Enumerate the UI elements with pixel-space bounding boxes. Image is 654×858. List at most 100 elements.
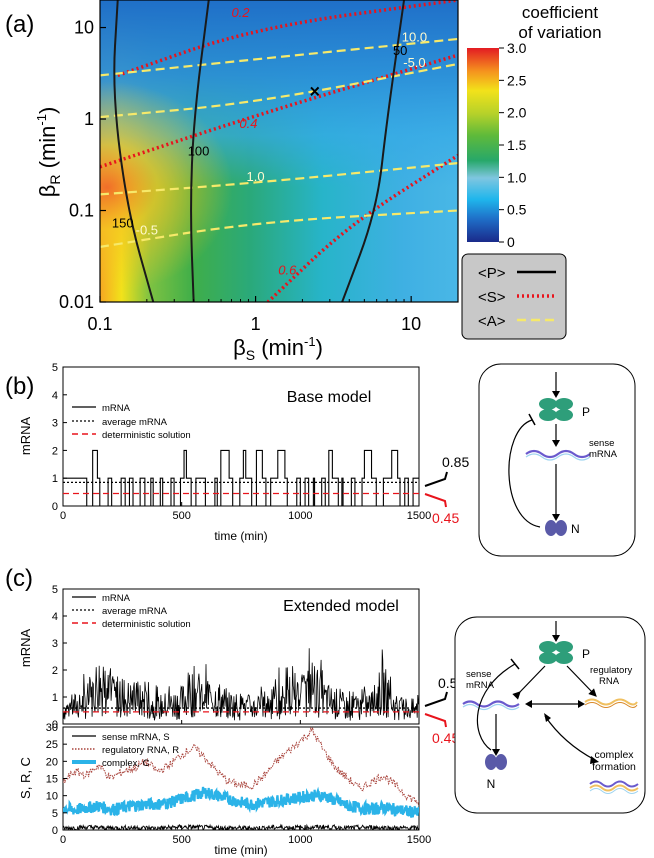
contour-label-a-0: 10.0 <box>402 30 427 45</box>
cb-ytick-label-6: 30 <box>46 722 58 734</box>
plot-b-xlabel: time (min) <box>214 529 267 543</box>
mrna-wave-icon <box>525 449 591 459</box>
cb-tick-label-2: 1.0 <box>507 169 527 185</box>
diagram-c-cf1: complex <box>594 749 634 761</box>
legend-label-a: <A> <box>478 313 506 330</box>
plot-c-bottom-series <box>63 727 419 830</box>
plot-c-title: Extended model <box>283 598 399 615</box>
b-xtick-label-0: 0 <box>60 510 66 522</box>
diagram-c-cf2: formation <box>592 761 636 773</box>
diagram-b-n: N <box>571 522 580 536</box>
contour-p-1 <box>190 0 210 302</box>
diagram-b-p: P <box>582 405 590 419</box>
protein-n-icon <box>545 520 557 536</box>
contour-label-a-3: -0.5 <box>136 222 158 237</box>
plot-b-legend-avg: average mRNA <box>102 417 168 428</box>
colorbar-title-line1: coefficient <box>522 3 599 22</box>
callout-c-avg <box>424 691 448 707</box>
b-ytick-label-5: 5 <box>52 362 58 374</box>
cb-ytick-label-1: 5 <box>52 808 58 820</box>
plot-c-legend-s: sense mRNA, S <box>102 732 170 743</box>
plot-c-top-ylabel: mRNA <box>18 629 33 668</box>
panel-b-label: (b) <box>5 373 34 400</box>
diagram-c-reg1: regulatory <box>590 665 632 676</box>
contour-label-p-2: 50 <box>393 43 407 58</box>
plot-b-legend-mrna: mRNA <box>102 403 131 414</box>
colorbar-title-line2: of variation <box>518 23 601 42</box>
plot-b-legend: mRNA average mRNA deterministic solution <box>72 403 191 441</box>
ct-ytick-label-2: 2 <box>52 665 58 677</box>
plot-b-legend-det: deterministic solution <box>102 430 191 441</box>
b-ytick-label-3: 3 <box>52 418 58 430</box>
cb-series-regulatory <box>63 727 419 805</box>
panel-a-label: (a) <box>5 11 34 38</box>
cb-tick-label-3: 1.5 <box>507 137 527 153</box>
cb-xtick-label-0: 0 <box>60 834 66 846</box>
ct-ytick-label-5: 5 <box>52 584 58 596</box>
ct-ytick-label-0: 0 <box>52 719 58 731</box>
plot-c-bottom-ylabel: S, R, C <box>18 757 33 799</box>
plot-b-axes: 0 500 1000 1500 0 1 2 3 4 5 <box>52 362 431 522</box>
panel-a-ylabel: βR (min-1) <box>34 107 63 198</box>
cb-tick-label-0: 0 <box>507 234 515 250</box>
contour-label-s-0: 0.2 <box>231 5 250 20</box>
contour-label-s-2: 0.6 <box>278 262 297 277</box>
heatmap-contours <box>100 0 458 302</box>
feedback-arc-c <box>476 663 516 751</box>
cb-ytick-label-4: 20 <box>46 756 58 768</box>
contour-p-2 <box>341 0 406 302</box>
a-ytick-label-1: 0.1 <box>69 201 94 221</box>
plot-c-top-legend: mRNA average mRNA deterministic solution <box>72 593 191 630</box>
ct-ytick-label-1: 1 <box>52 692 58 704</box>
contour-s-2 <box>266 153 458 302</box>
diagram-c-p: P <box>582 647 590 661</box>
plot-c-top-series <box>63 648 419 721</box>
heatmap-field <box>100 0 458 302</box>
ct-series-mrna <box>63 648 419 721</box>
callout-b-avg <box>424 471 448 487</box>
diagram-c-reg2: RNA <box>599 676 620 687</box>
cb-ytick-label-5: 25 <box>46 739 58 751</box>
contour-a-3 <box>100 209 458 249</box>
contour-p-0 <box>113 0 155 302</box>
a-xtick-label-2: 10 <box>401 314 421 334</box>
colorbar-ticks: 0 0.5 1.0 1.5 2.0 2.5 3.0 <box>499 40 527 250</box>
feedback-arc <box>508 419 541 528</box>
ct-ytick-label-4: 4 <box>52 611 58 623</box>
plot-c-legend-c: complex, C <box>102 758 150 769</box>
cb-ytick-label-2: 10 <box>46 791 58 803</box>
plot-b-title: Base model <box>287 389 372 406</box>
plot-c-bottom-axes: 0 500 1000 1500 0 5 10 15 20 25 30 <box>46 722 431 846</box>
contour-a-2 <box>100 161 458 196</box>
callout-b-avg-value: 0.85 <box>442 454 469 470</box>
contour-label-a-1: -5.0 <box>403 55 425 70</box>
cb-tick-label-5: 2.5 <box>507 72 527 88</box>
callout-c-det-value: 0.45 <box>432 730 459 746</box>
plot-c-top-axes: 0 1 2 3 4 5 <box>52 584 420 731</box>
plot-b-ylabel: mRNA <box>18 417 33 456</box>
plot-c-legend-det: deterministic solution <box>102 619 191 630</box>
callout-b-det-value: 0.45 <box>432 510 459 526</box>
plot-c-legend-r: regulatory RNA, R <box>102 745 179 756</box>
colorbar <box>467 48 499 242</box>
diagram-b-mrna: mRNA <box>589 449 618 460</box>
promoter-p-icon-c <box>539 641 557 653</box>
heatmap-frame <box>99 0 459 303</box>
b-ytick-label-0: 0 <box>52 501 58 513</box>
diagram-base-model: P sense mRNA N <box>478 363 636 557</box>
contour-label-a-2: 1.0 <box>247 169 265 184</box>
cb-xtick-label-1: 500 <box>172 834 190 846</box>
panel-c-label: (c) <box>5 565 33 592</box>
b-xtick-label-1: 500 <box>172 510 190 522</box>
cb-ytick-label-0: 0 <box>52 825 58 837</box>
plot-c-bottom-frame <box>62 726 420 831</box>
contour-legend: <P> <S> <A> <box>461 253 567 340</box>
legend-label-p: <P> <box>478 265 506 282</box>
contour-a-1 <box>100 62 458 119</box>
cb-xtick-label-3: 1500 <box>407 834 431 846</box>
contour-s-1 <box>100 53 458 169</box>
cb-series-complex <box>63 786 419 818</box>
cb-tick-label-6: 3.0 <box>507 40 527 56</box>
